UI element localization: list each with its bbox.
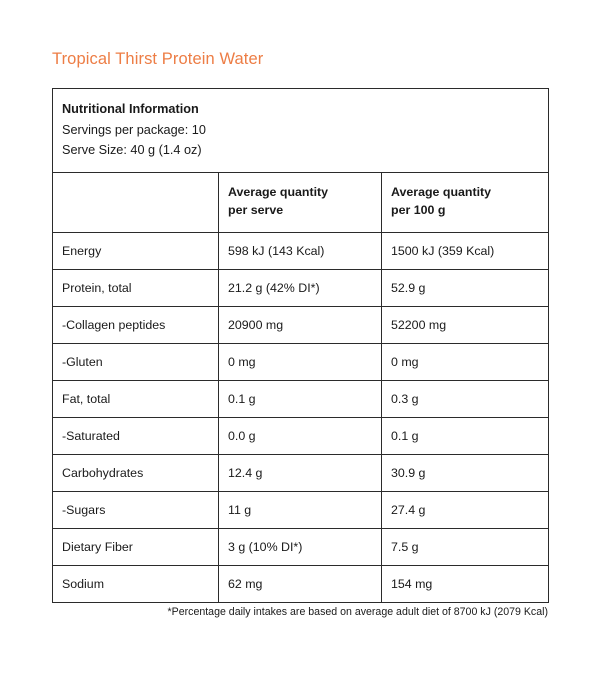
table-row: Carbohydrates 12.4 g 30.9 g — [52, 453, 549, 492]
row-value-per-serve: 0.1 g — [218, 379, 382, 418]
row-value-per-100g: 1500 kJ (359 Kcal) — [381, 231, 549, 270]
row-nutrient-name: Fat, total — [52, 379, 219, 418]
row-value-per-100g: 0.3 g — [381, 379, 549, 418]
nutrition-information-table: Nutritional Information Servings per pac… — [52, 88, 549, 603]
row-value-per-serve: 0 mg — [218, 342, 382, 381]
row-value-per-serve: 20900 mg — [218, 305, 382, 344]
table-row: -Saturated 0.0 g 0.1 g — [52, 416, 549, 455]
row-nutrient-name: Carbohydrates — [52, 453, 219, 492]
row-value-per-serve: 62 mg — [218, 564, 382, 603]
table-row: -Gluten 0 mg 0 mg — [52, 342, 549, 381]
row-nutrient-name: Protein, total — [52, 268, 219, 307]
table-body: Nutritional Information Servings per pac… — [52, 89, 549, 603]
column-header-per-serve-line1: Average quantity — [228, 184, 329, 199]
table-row: Protein, total 21.2 g (42% DI*) 52.9 g — [52, 268, 549, 307]
row-nutrient-name: Dietary Fiber — [52, 527, 219, 566]
row-nutrient-name: -Gluten — [52, 342, 219, 381]
row-value-per-100g: 52.9 g — [381, 268, 549, 307]
row-value-per-100g: 30.9 g — [381, 453, 549, 492]
serve-size: Serve Size: 40 g (1.4 oz) — [62, 143, 202, 158]
table-row: Fat, total 0.1 g 0.3 g — [52, 379, 549, 418]
column-header-per-100g-line2: per 100 g — [391, 202, 446, 217]
row-value-per-serve: 11 g — [218, 490, 382, 529]
column-header-per-serve-line2: per serve — [228, 202, 284, 217]
row-value-per-serve: 598 kJ (143 Kcal) — [218, 231, 382, 270]
summary-row: Nutritional Information Servings per pac… — [53, 89, 549, 173]
table-row: -Collagen peptides 20900 mg 52200 mg — [52, 305, 549, 344]
row-value-per-100g: 27.4 g — [381, 490, 549, 529]
row-nutrient-name: -Sugars — [52, 490, 219, 529]
panel-heading: Nutritional Information — [62, 102, 199, 116]
page-title: Tropical Thirst Protein Water — [52, 50, 264, 68]
table-row: -Sugars 11 g 27.4 g — [52, 490, 549, 529]
row-value-per-serve: 3 g (10% DI*) — [218, 527, 382, 566]
row-nutrient-name: Energy — [52, 231, 219, 270]
row-nutrient-name: -Collagen peptides — [52, 305, 219, 344]
row-value-per-100g: 0 mg — [381, 342, 549, 381]
row-nutrient-name: Sodium — [52, 564, 219, 603]
column-header-nutrient — [52, 171, 219, 233]
row-value-per-100g: 0.1 g — [381, 416, 549, 455]
daily-intake-footnote: *Percentage daily intakes are based on a… — [167, 606, 548, 618]
servings-per-package: Servings per package: 10 — [62, 122, 206, 137]
row-value-per-100g: 52200 mg — [381, 305, 549, 344]
table-header-row: Average quantity per serve Average quant… — [52, 171, 549, 233]
table-row: Sodium 62 mg 154 mg — [52, 564, 549, 603]
row-value-per-serve: 12.4 g — [218, 453, 382, 492]
column-header-per-100g: Average quantity per 100 g — [381, 171, 549, 233]
table-row: Dietary Fiber 3 g (10% DI*) 7.5 g — [52, 527, 549, 566]
table-row: Energy 598 kJ (143 Kcal) 1500 kJ (359 Kc… — [52, 231, 549, 270]
column-header-per-100g-line1: Average quantity — [391, 184, 492, 199]
row-value-per-100g: 154 mg — [381, 564, 549, 603]
summary-cell: Nutritional Information Servings per pac… — [53, 89, 549, 173]
row-value-per-serve: 21.2 g (42% DI*) — [218, 268, 382, 307]
row-value-per-100g: 7.5 g — [381, 527, 549, 566]
row-nutrient-name: -Saturated — [52, 416, 219, 455]
column-header-per-serve: Average quantity per serve — [218, 171, 382, 233]
row-value-per-serve: 0.0 g — [218, 416, 382, 455]
